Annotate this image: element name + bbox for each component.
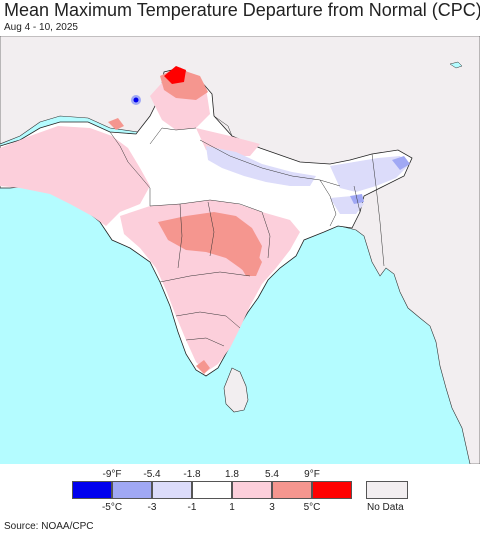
legend-c-tick: 1 bbox=[229, 502, 235, 513]
legend-swatch-near-normal bbox=[192, 481, 232, 499]
legend-f-tick: -9°F bbox=[102, 469, 122, 480]
sri-lanka bbox=[223, 367, 249, 413]
legend-swatch-above-5 bbox=[312, 481, 352, 499]
legend-c-tick: -1 bbox=[187, 502, 197, 513]
legend-f-tick: 1.8 bbox=[225, 469, 239, 480]
color-legend: -9°F -5.4 -1.8 1.8 5.4 9°F -5°C -3 -1 1 … bbox=[0, 466, 480, 518]
legend-swatch-below-minus-5 bbox=[72, 481, 112, 499]
admin-boundaries bbox=[109, 115, 385, 347]
legend-f-tick: -5.4 bbox=[143, 469, 161, 480]
legend-c-tick: 3 bbox=[269, 502, 275, 513]
legend-f-tick: -1.8 bbox=[183, 469, 201, 480]
anomaly-minus-3-to-minus-1 bbox=[206, 146, 408, 214]
date-range: Aug 4 - 10, 2025 bbox=[4, 22, 78, 33]
anomaly-below-minus-5 bbox=[133, 97, 139, 103]
anomaly-above-5 bbox=[164, 66, 186, 84]
source-credit: Source: NOAA/CPC bbox=[4, 521, 94, 532]
anomaly-3-to-5 bbox=[108, 68, 262, 374]
legend-swatch-1-to-3 bbox=[232, 481, 272, 499]
map-title: Mean Maximum Temperature Departure from … bbox=[4, 0, 480, 20]
legend-c-tick: -3 bbox=[147, 502, 157, 513]
legend-no-data-label: No Data bbox=[367, 502, 404, 513]
legend-swatch-3-to-5 bbox=[272, 481, 312, 499]
legend-swatch-minus-3-to-minus-1 bbox=[152, 481, 192, 499]
legend-c-tick: 5°C bbox=[303, 502, 321, 513]
temperature-map bbox=[0, 36, 480, 464]
legend-f-tick: 9°F bbox=[304, 469, 320, 480]
legend-no-data-swatch bbox=[366, 481, 408, 499]
legend-c-tick: -5°C bbox=[101, 502, 123, 513]
legend-f-tick: 5.4 bbox=[265, 469, 279, 480]
tibet-lake bbox=[449, 61, 463, 69]
legend-swatch-minus-5-to-minus-3 bbox=[112, 481, 152, 499]
